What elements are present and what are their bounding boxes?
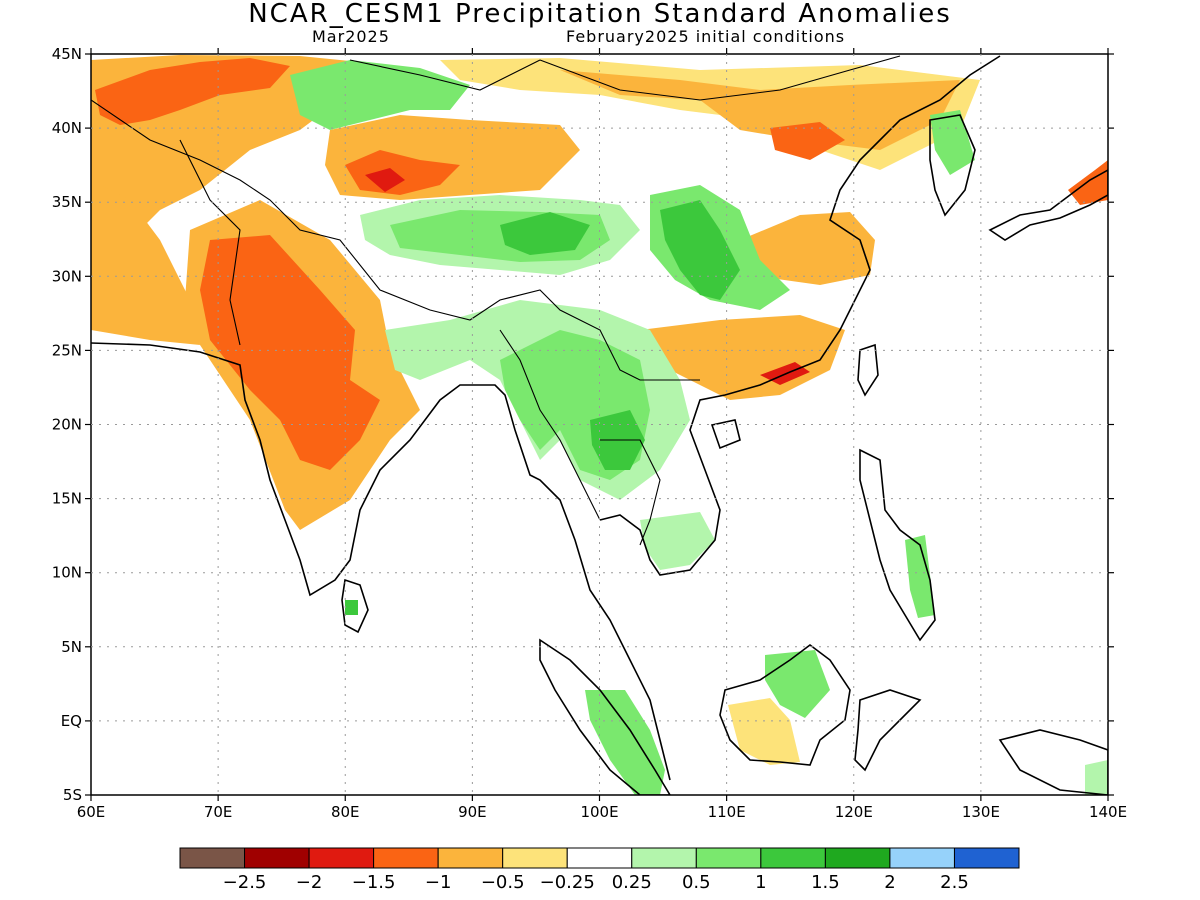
colorbar-swatch	[889, 847, 955, 869]
colorbar-swatch	[502, 847, 568, 869]
lat-label: 40N	[52, 119, 82, 137]
colorbar-label: 1.5	[811, 872, 840, 893]
colorbar-label: −2.5	[223, 872, 267, 893]
dry-anomaly-tarim-peak	[365, 168, 405, 192]
lon-label: 130E	[962, 803, 1000, 821]
colorbar-label: −2	[296, 872, 323, 893]
map-title: NCAR_CESM1 Precipitation Standard Anomal…	[248, 0, 952, 29]
japan-coastline	[988, 169, 1108, 241]
lat-label: 30N	[52, 267, 82, 285]
borneo-coastline	[719, 644, 851, 766]
colorbar-label: 0.5	[682, 872, 711, 893]
axis-ticks	[85, 48, 1114, 801]
anomaly-field	[91, 55, 1108, 795]
colorbar-label: 2	[884, 872, 895, 893]
lat-label: 10N	[52, 564, 82, 582]
colorbar-swatch	[695, 847, 762, 869]
wet-anomaly-malay	[585, 690, 665, 795]
china-border	[91, 99, 700, 381]
lon-label: 140E	[1089, 803, 1127, 821]
lon-label: 110E	[708, 803, 746, 821]
wet-anomaly-srilanka	[345, 600, 358, 615]
colorbar-swatch	[373, 847, 439, 869]
wet-anomaly-borneo-north	[765, 650, 830, 718]
newguinea-coastline	[998, 729, 1108, 795]
pakistan-border	[179, 139, 241, 346]
dry-anomaly-japan	[1068, 160, 1108, 205]
lon-label: 80E	[331, 803, 360, 821]
sumatra-coastline	[539, 638, 671, 795]
myanmar-border	[499, 329, 601, 521]
srilanka-coastline	[341, 578, 369, 634]
dry-anomaly-india-core	[200, 235, 380, 470]
colorbar-labels: −2.5 −2 −1.5 −1 −0.5 −0.25 0.25 0.5 1 1.5 2 2.5	[223, 872, 969, 893]
colorbar-swatch	[244, 847, 310, 869]
lon-label: 90E	[458, 803, 487, 821]
wet-anomaly-northwest	[290, 60, 470, 130]
coastline-layer	[91, 55, 1108, 795]
dry-anomaly-tarim-core	[345, 150, 460, 195]
dry-anomaly-iran	[91, 180, 200, 345]
philippines-coastline	[859, 448, 936, 642]
lat-label: 45N	[52, 45, 82, 63]
colorbar-swatch	[179, 847, 246, 869]
lon-label: 70E	[204, 803, 233, 821]
lat-label: 25N	[52, 341, 82, 359]
lat-label: 5N	[61, 638, 82, 656]
colorbar-swatch	[566, 847, 633, 869]
taiwan-coastline	[857, 343, 879, 397]
latitude-labels: 45N 40N 35N 30N 25N 20N 15N 10N 5N EQ 5S	[52, 45, 82, 804]
thailand-border	[600, 439, 661, 546]
colorbar-label: −0.5	[481, 872, 525, 893]
indochina-coastline	[599, 55, 1001, 576]
colorbar-swatch	[631, 847, 697, 869]
longitude-labels: 60E 70E 80E 90E 100E 110E 120E 130E 140E	[77, 803, 1127, 821]
lat-label: 5S	[63, 786, 82, 804]
wet-anomaly-sichuan-core	[660, 200, 740, 300]
colorbar-label: 1	[755, 872, 766, 893]
dry-anomaly-north-china	[770, 122, 845, 160]
colorbar-label: −1.5	[352, 872, 396, 893]
forecast-month: Mar2025	[312, 27, 390, 46]
hainan-coastline	[710, 419, 741, 450]
lon-label: 120E	[835, 803, 873, 821]
wet-anomaly-png	[1085, 760, 1108, 795]
wet-anomaly-tibet-peak	[500, 212, 590, 255]
lon-label: 60E	[77, 803, 106, 821]
lat-label: 35N	[52, 193, 82, 211]
lat-label: 15N	[52, 490, 82, 508]
colorbar-swatch	[308, 847, 375, 869]
wet-anomaly-philippines	[905, 535, 935, 618]
dry-anomaly-borneo	[728, 698, 800, 765]
graticule	[91, 54, 1108, 795]
sulawesi-coastline	[854, 689, 922, 772]
colorbar-swatch	[953, 847, 1020, 869]
colorbar-label: −0.25	[540, 872, 595, 893]
initial-conditions: February2025 initial conditions	[566, 27, 846, 46]
dry-anomaly-central-asia-core	[95, 58, 290, 125]
colorbar-label: −1	[425, 872, 452, 893]
dry-anomaly-china-east	[740, 212, 875, 285]
lat-label: EQ	[61, 712, 82, 730]
mongolia-border	[349, 55, 901, 101]
colorbar-label: 2.5	[940, 872, 969, 893]
colorbar-swatch	[760, 847, 826, 869]
lon-label: 100E	[580, 803, 618, 821]
colorbar-swatch	[437, 847, 504, 869]
india-coastline	[91, 342, 671, 781]
colorbar-label: 0.25	[612, 872, 652, 893]
dry-anomaly-mongolia-core	[560, 70, 960, 150]
wet-anomaly-vietnam-south	[640, 512, 715, 570]
colorbar	[179, 847, 1020, 869]
lat-label: 20N	[52, 416, 82, 434]
wet-anomaly-korea	[930, 110, 975, 175]
colorbar-swatch	[824, 847, 891, 869]
